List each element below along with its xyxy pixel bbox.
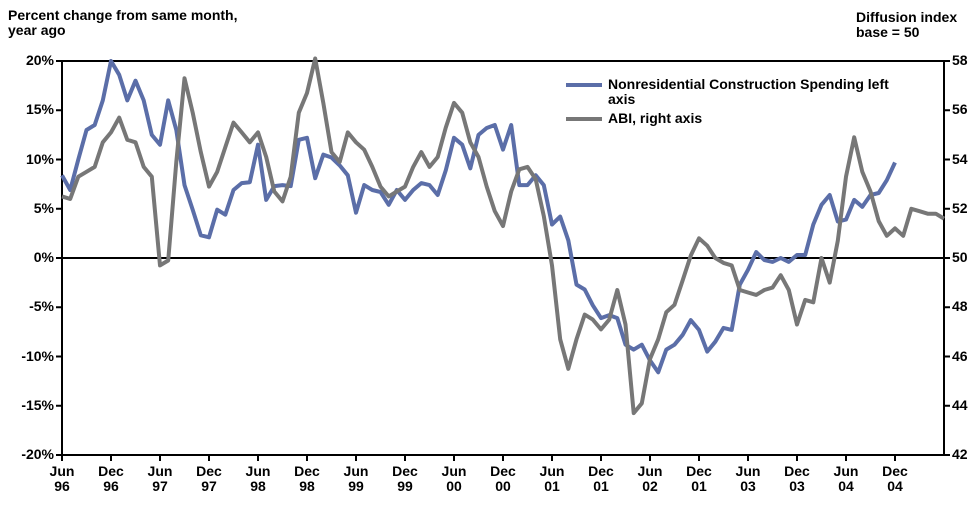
x-tick-label: Jun 04 xyxy=(833,463,859,494)
x-tick-label: Dec 01 xyxy=(588,463,614,494)
y-axis-title: Percent change from same month, year ago xyxy=(8,7,238,38)
x-tick-label: Jun 99 xyxy=(343,463,369,494)
y2-tick-label: 50 xyxy=(952,249,968,265)
x-tick-label: Dec 01 xyxy=(686,463,712,494)
y2-tick-label: 58 xyxy=(952,52,968,68)
y-tick-label: 0% xyxy=(33,249,54,265)
x-tick-label: Dec 97 xyxy=(196,463,222,494)
y2-tick-label: 42 xyxy=(952,446,968,462)
x-tick-label: Jun 98 xyxy=(245,463,271,494)
y2-tick-label: 44 xyxy=(952,396,968,413)
series-line xyxy=(61,56,946,416)
x-tick-label: Dec 00 xyxy=(490,463,516,494)
y-tick-label: -20% xyxy=(21,446,54,462)
x-tick-label: Jun 97 xyxy=(147,463,173,494)
y2-tick-label: 56 xyxy=(952,101,968,118)
y2-axis-title: Diffusion index base = 50 xyxy=(856,9,958,40)
plot-frame xyxy=(61,60,945,456)
x-tick-label: Jun 03 xyxy=(735,463,761,494)
y-tick-label: 10% xyxy=(25,150,54,167)
x-tick-label: Dec 98 xyxy=(294,463,320,494)
x-tick-label: Dec 96 xyxy=(98,463,124,494)
y-tick-label: -10% xyxy=(21,347,54,364)
x-tick-label: Jun 96 xyxy=(49,463,75,494)
x-tick-label: Jun 01 xyxy=(539,463,565,494)
y-tick-label: 20% xyxy=(25,52,54,68)
y2-tick-label: 46 xyxy=(952,347,968,364)
x-tick-label: Dec 04 xyxy=(882,463,908,494)
x-tick-label: Jun 00 xyxy=(441,463,467,494)
y-tick-label: -15% xyxy=(21,396,54,413)
x-tick-label: Dec 03 xyxy=(784,463,810,494)
y2-tick-label: 52 xyxy=(952,199,968,216)
x-tick-label: Jun 02 xyxy=(637,463,663,494)
y-tick-label: -5% xyxy=(29,298,54,315)
series-line xyxy=(60,59,897,375)
legend-label: ABI, right axis xyxy=(608,110,703,126)
legend-label: Nonresidential Construction Spending lef… xyxy=(608,76,889,107)
x-tick-label: Dec 99 xyxy=(392,463,418,494)
y2-tick-label: 54 xyxy=(952,150,968,167)
y-tick-label: 5% xyxy=(33,199,54,216)
y2-tick-label: 48 xyxy=(952,298,968,315)
y-tick-label: 15% xyxy=(25,101,54,118)
